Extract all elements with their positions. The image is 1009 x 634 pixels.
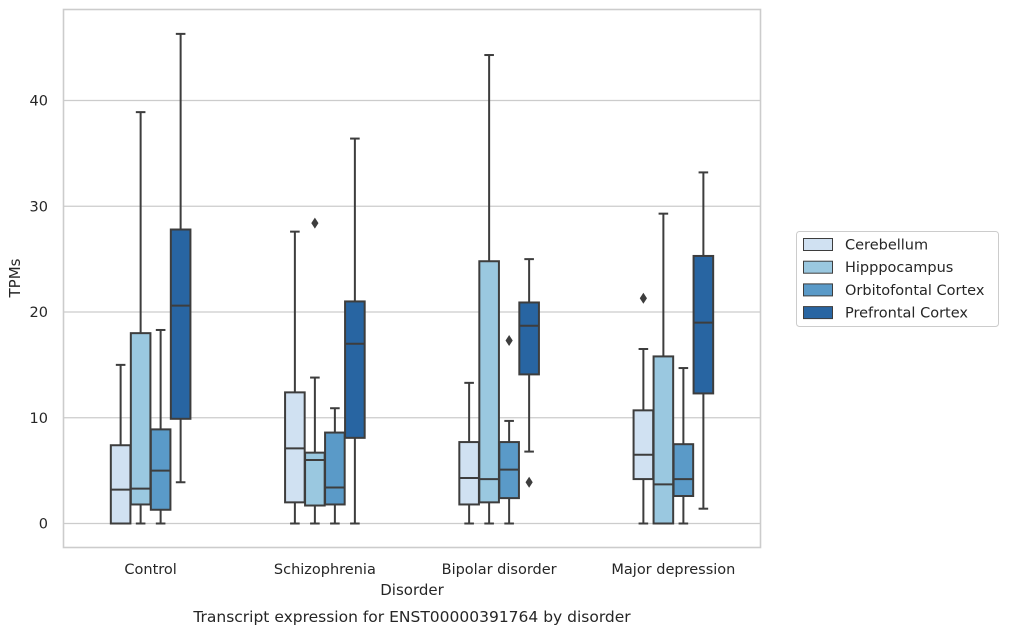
legend-swatch [803,306,833,320]
series-cerebellum [109,230,655,525]
box [284,391,306,504]
outlier-point [525,476,533,488]
y-tick-label: 0 [39,517,48,533]
y-tick-label: 20 [30,305,48,321]
y-axis-label: TPMs [6,258,24,298]
chart-caption: Transcript expression for ENST0000039176… [192,608,631,626]
box-major-depression [672,367,695,525]
x-tick-label: Control [124,562,176,578]
x-tick-label: Schizophrenia [274,562,376,578]
box [518,301,540,376]
x-axis-label: Disorder [380,581,444,599]
legend-swatch [803,238,833,251]
legend-swatch [803,283,833,297]
box [324,431,346,506]
x-tick-label: Major depression [611,562,735,578]
legend-label: Prefrontal Cortex [845,306,968,322]
outlier-point [639,292,647,304]
box-schizophrenia [324,407,346,525]
y-tick-label: 30 [30,199,48,215]
box-schizophrenia [304,217,326,525]
y-tick-label: 10 [30,411,48,427]
box-bipolar-disorder [458,381,480,525]
box-series [109,32,715,525]
legend: Cerebellum Hipppocampus Orbitofontal Corte… [796,231,999,327]
box-control [129,111,152,525]
plot-area-frame [62,8,762,549]
box-bipolar-disorder [478,54,500,525]
box-control [149,328,172,525]
box-major-depression [632,292,655,525]
series-orbitofontal-cortex [149,328,695,525]
box [478,260,500,504]
box-schizophrenia [284,230,306,525]
box-control [109,363,132,525]
box-bipolar-disorder [518,258,540,488]
series-prefrontal-cortex [169,32,715,525]
box-major-depression [692,171,715,510]
box-schizophrenia [344,137,366,525]
box [672,443,695,498]
box [692,254,715,395]
box [129,332,152,506]
box [149,428,172,511]
box [652,355,675,525]
legend-label: Orbitofontal Cortex [845,283,985,299]
x-tick-label: Bipolar disorder [442,562,557,578]
box-major-depression [652,212,675,525]
legend-swatch [803,260,833,274]
box [458,441,480,506]
box [632,409,655,481]
outlier-point [505,335,513,347]
box-bipolar-disorder [498,335,520,525]
box [109,444,132,525]
legend-label: Cerebellum [845,238,928,254]
outlier-point [311,217,319,229]
series-hipppocampus [129,54,675,525]
legend-label: Hipppocampus [845,260,953,276]
legend-frame [796,231,999,327]
box-control [169,32,192,484]
y-tick-labels: 0 10 20 30 40 [30,94,48,533]
box [169,228,192,420]
y-tick-label: 40 [30,94,48,110]
x-tick-labels: Control Schizophrenia Bipolar disorder Majo… [124,562,735,578]
box [344,300,366,439]
